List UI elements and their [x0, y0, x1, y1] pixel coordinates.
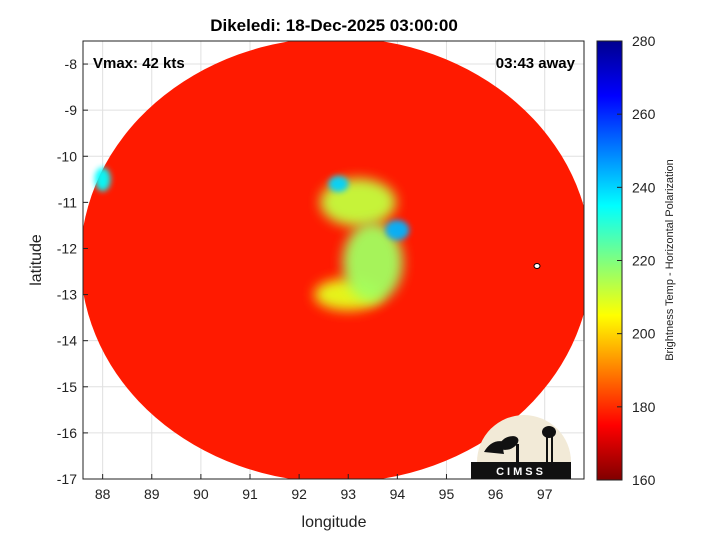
y-tick-label: -8	[65, 56, 78, 72]
convective-cell	[328, 175, 349, 192]
y-axis-ticks: -8 -9 -10 -11 -12 -13 -14 -15 -16 -17	[57, 56, 88, 487]
colorbar-ticks: 160 180 200 220 240 260 280	[617, 33, 656, 488]
radar-swath	[83, 41, 584, 479]
y-tick-label: -16	[57, 425, 77, 441]
colorbar-tick-label: 240	[632, 179, 656, 195]
x-axis-ticks: 88 89 90 91 92 93 94 95 96 97	[95, 474, 553, 502]
y-tick-label: -17	[57, 471, 77, 487]
y-tick-label: -9	[65, 102, 78, 118]
x-tick-label: 89	[144, 486, 160, 502]
colorbar-tick-label: 220	[632, 253, 656, 269]
colorbar-tick-label: 180	[632, 399, 656, 415]
convective-cell	[94, 167, 111, 192]
x-axis-label: longitude	[302, 514, 367, 531]
y-tick-label: -14	[57, 333, 77, 349]
y-tick-label: -11	[58, 194, 77, 210]
chart-title: Dikeledi: 18-Dec-2025 03:00:00	[210, 16, 458, 35]
logo-text: CIMSS	[496, 466, 546, 478]
storm-position-marker	[533, 263, 541, 269]
y-tick-label: -12	[57, 240, 77, 256]
colorbar-tick-label: 260	[632, 106, 656, 122]
x-tick-label: 94	[390, 486, 406, 502]
colorbar-tick-label: 200	[632, 326, 656, 342]
convective-cell	[342, 222, 403, 303]
time-away-annotation: 03:43 away	[496, 55, 576, 72]
x-tick-label: 91	[242, 486, 258, 502]
plot-frame	[82, 40, 585, 480]
x-tick-label: 92	[291, 486, 307, 502]
x-tick-label: 88	[95, 486, 111, 502]
colorbar: 160 180 200 220 240 260 280 Brightness Temp - …	[596, 33, 676, 488]
convective-features	[94, 167, 410, 311]
x-tick-label: 96	[488, 486, 504, 502]
colorbar-tick-label: 280	[632, 33, 656, 49]
x-tick-label: 95	[439, 486, 455, 502]
y-tick-label: -13	[57, 287, 77, 303]
x-tick-label: 90	[193, 486, 209, 502]
y-tick-label: -15	[57, 379, 77, 395]
swath-layer	[83, 41, 584, 479]
colorbar-label: Brightness Temp - Horizontal Polarizatio…	[664, 159, 676, 361]
x-tick-label: 97	[537, 486, 553, 502]
x-tick-label: 93	[340, 486, 356, 502]
convective-cell	[385, 220, 410, 241]
colorbar-tick-label: 160	[632, 472, 656, 488]
vmax-annotation: Vmax: 42 kts	[93, 55, 185, 72]
y-tick-label: -10	[57, 148, 77, 164]
cimss-logo: CIMSS	[471, 415, 571, 479]
y-axis-label: latitude	[28, 234, 45, 286]
plot-area: 88 89 90 91 92 93 94 95 96 97 -8 -9 -10 -11 -12 -13 -14…	[57, 40, 585, 502]
